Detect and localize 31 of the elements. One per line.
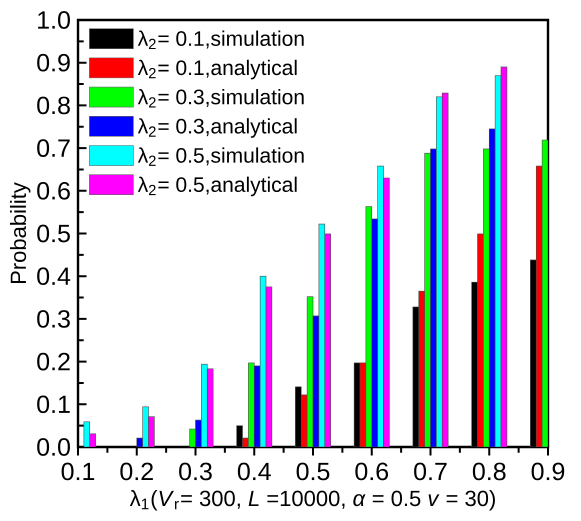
x-tick-label: 0.4 <box>238 462 271 480</box>
x-tick-label: 0.1 <box>62 462 94 480</box>
x-tick-label: 0.6 <box>355 462 388 480</box>
x-tick-label: 0.9 <box>532 462 564 480</box>
y-tick-label: 1.0 <box>38 11 70 29</box>
legend-label: λ$_{2}$= 0.5,simulation <box>138 147 304 166</box>
x-tick-label: 0.7 <box>414 462 447 480</box>
bar <box>488 128 496 447</box>
y-tick-label: 0.1 <box>37 395 70 414</box>
y-axis-title: Probability <box>10 182 30 284</box>
text: λ$_{1}$(V$_{r}$= 300, L =10000, α = 0.5 v = 30) <box>130 490 495 511</box>
y-tick-label: 0.5 <box>37 224 70 242</box>
bar <box>371 218 378 447</box>
legend-label: λ$_{2}$= 0.5,analytical <box>138 176 297 196</box>
y-tick-label: 0.9 <box>37 54 70 72</box>
bar <box>254 366 260 447</box>
x-tick-label: 0.2 <box>120 462 153 480</box>
y-tick-label: 0.8 <box>37 96 70 114</box>
legend-label: λ$_{2}$= 0.3,simulation <box>138 88 304 108</box>
y-tick-label: 0.3 <box>37 310 70 328</box>
legend-label: λ$_{2}$= 0.1,analytical <box>138 60 297 80</box>
legend-label: λ$_{2}$= 0.1,simulation <box>138 30 304 50</box>
y-tick-label: 0.4 <box>37 267 70 286</box>
y-tick-label: 0.7 <box>37 139 70 157</box>
x-tick-label: 0.8 <box>472 462 506 480</box>
legend-label: λ$_{2}$= 0.3,analytical <box>138 118 297 138</box>
y-tick-label: 0.2 <box>37 352 70 370</box>
y-tick-label: 0.0 <box>37 438 70 456</box>
x-tick-label: 0.3 <box>179 462 212 480</box>
x-tick-label: 0.5 <box>296 462 330 480</box>
y-tick-label: 0.6 <box>37 182 70 200</box>
